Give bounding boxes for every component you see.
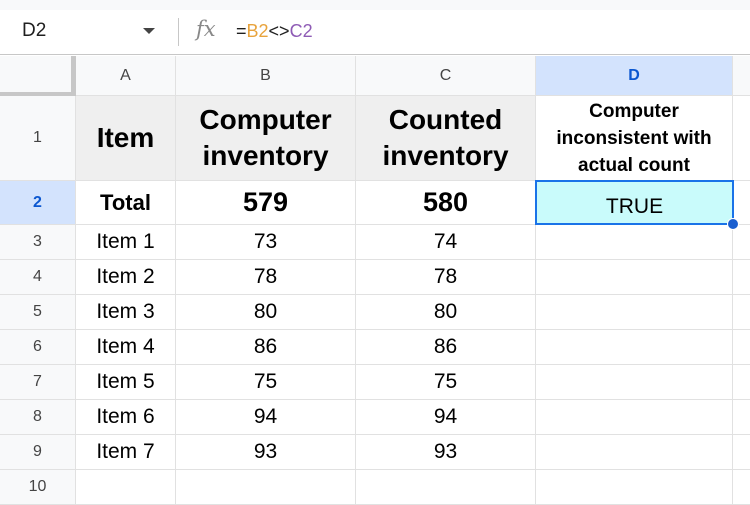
item-name-cell[interactable]: Item 5 — [76, 365, 176, 400]
inconsistent-cell[interactable] — [536, 225, 733, 260]
column-header-d[interactable]: D — [536, 56, 733, 96]
cell-e1[interactable] — [733, 96, 750, 181]
row-header-1[interactable]: 1 — [0, 96, 76, 181]
column-header-c[interactable]: C — [356, 56, 536, 96]
computer-inventory-cell[interactable]: 94 — [176, 400, 356, 435]
header-cell-counted[interactable]: Counted inventory — [356, 96, 536, 181]
chevron-down-icon[interactable] — [143, 28, 155, 34]
row-header-9[interactable]: 9 — [0, 435, 76, 470]
header-cell-item[interactable]: Item — [76, 96, 176, 181]
row-header-4[interactable]: 4 — [0, 260, 76, 295]
counted-inventory-cell[interactable]: 80 — [356, 295, 536, 330]
formula-bar: D2 fx =B2<>C2 — [0, 10, 750, 55]
formula-ref-b2: B2 — [246, 21, 269, 41]
inconsistent-cell[interactable] — [536, 330, 733, 365]
counted-inventory-cell[interactable]: 86 — [356, 330, 536, 365]
cell-e2[interactable] — [733, 181, 750, 225]
total-cell-label[interactable]: Total — [76, 181, 176, 225]
selected-cell-d2[interactable]: TRUE — [535, 180, 734, 225]
row-10-cell[interactable] — [176, 470, 356, 505]
cell-e[interactable] — [733, 330, 750, 365]
cell-e[interactable] — [733, 400, 750, 435]
row-header-8[interactable]: 8 — [0, 400, 76, 435]
cell-e[interactable] — [733, 225, 750, 260]
computer-inventory-cell[interactable]: 75 — [176, 365, 356, 400]
total-cell-computer[interactable]: 579 — [176, 181, 356, 225]
computer-inventory-cell[interactable]: 86 — [176, 330, 356, 365]
formula-ref-c2: C2 — [289, 21, 313, 41]
column-header-b[interactable]: B — [176, 56, 356, 96]
item-name-cell[interactable]: Item 7 — [76, 435, 176, 470]
counted-inventory-cell[interactable]: 75 — [356, 365, 536, 400]
cell-e[interactable] — [733, 295, 750, 330]
cell-e[interactable] — [733, 365, 750, 400]
item-name-cell[interactable]: Item 4 — [76, 330, 176, 365]
computer-inventory-cell[interactable]: 73 — [176, 225, 356, 260]
computer-inventory-cell[interactable]: 80 — [176, 295, 356, 330]
header-cell-computer[interactable]: Computer inventory — [176, 96, 356, 181]
row-10-cell[interactable] — [536, 470, 733, 505]
counted-inventory-cell[interactable]: 78 — [356, 260, 536, 295]
inconsistent-cell[interactable] — [536, 260, 733, 295]
row-header-7[interactable]: 7 — [0, 365, 76, 400]
row-header-5[interactable]: 5 — [0, 295, 76, 330]
total-cell-counted[interactable]: 580 — [356, 181, 536, 225]
inconsistent-cell[interactable] — [536, 295, 733, 330]
toolbar-strip — [0, 0, 750, 10]
row-10-cell[interactable] — [356, 470, 536, 505]
divider — [178, 18, 179, 46]
column-header-a[interactable]: A — [76, 56, 176, 96]
row-header-6[interactable]: 6 — [0, 330, 76, 365]
counted-inventory-cell[interactable]: 94 — [356, 400, 536, 435]
item-name-cell[interactable]: Item 1 — [76, 225, 176, 260]
row-header-10[interactable]: 10 — [0, 470, 76, 505]
row-10-cell[interactable] — [733, 470, 750, 505]
item-name-cell[interactable]: Item 6 — [76, 400, 176, 435]
counted-inventory-cell[interactable]: 74 — [356, 225, 536, 260]
name-box[interactable]: D2 — [22, 20, 47, 41]
fx-icon: fx — [196, 17, 216, 41]
select-all-corner[interactable] — [0, 56, 76, 96]
computer-inventory-cell[interactable]: 78 — [176, 260, 356, 295]
inconsistent-cell[interactable] — [536, 365, 733, 400]
cell-e[interactable] — [733, 260, 750, 295]
header-cell-inconsistent[interactable]: Computer inconsistent with actual count — [536, 96, 733, 181]
item-name-cell[interactable]: Item 2 — [76, 260, 176, 295]
formula-input[interactable]: =B2<>C2 — [236, 21, 313, 42]
column-header-e[interactable] — [733, 56, 750, 96]
formula-operator: <> — [268, 21, 290, 41]
row-10-cell[interactable] — [76, 470, 176, 505]
row-header-2[interactable]: 2 — [0, 181, 76, 225]
inconsistent-cell[interactable] — [536, 400, 733, 435]
inconsistent-cell[interactable] — [536, 435, 733, 470]
cell-e[interactable] — [733, 435, 750, 470]
row-header-3[interactable]: 3 — [0, 225, 76, 260]
item-name-cell[interactable]: Item 3 — [76, 295, 176, 330]
counted-inventory-cell[interactable]: 93 — [356, 435, 536, 470]
computer-inventory-cell[interactable]: 93 — [176, 435, 356, 470]
fill-handle[interactable] — [727, 218, 739, 230]
formula-equals: = — [236, 21, 247, 41]
